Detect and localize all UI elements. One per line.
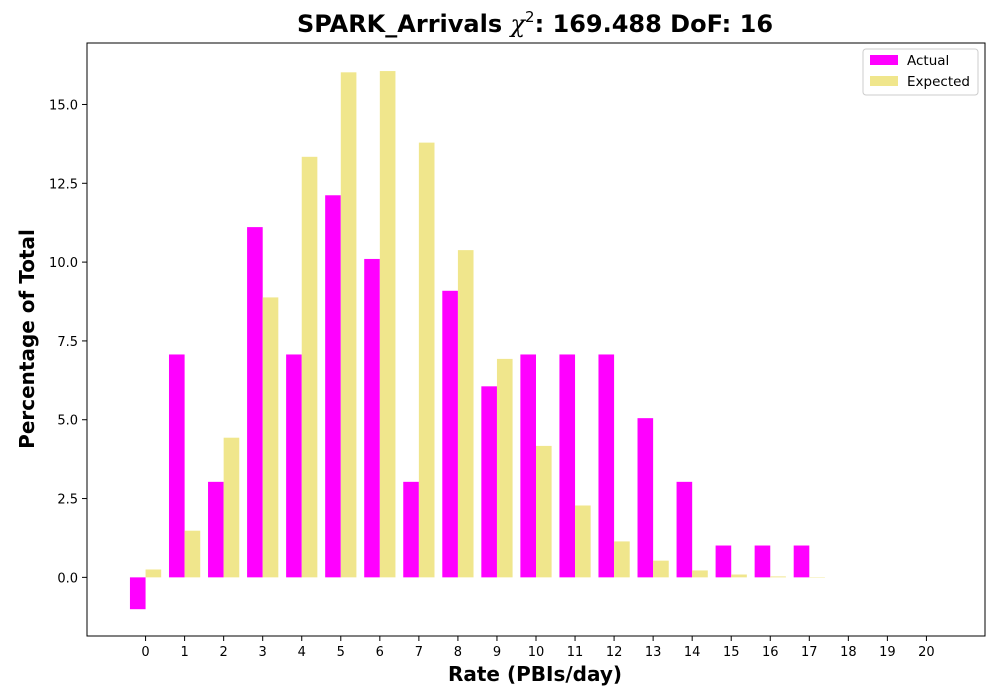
chart-title-prefix: SPARK_Arrivals xyxy=(297,10,511,38)
bar-expected-9 xyxy=(497,359,513,577)
x-tick-label: 15 xyxy=(723,645,740,660)
x-tick-label: 9 xyxy=(493,645,501,660)
bar-expected-5 xyxy=(341,72,357,577)
bar-actual-2 xyxy=(208,482,224,578)
y-tick-label: 5.0 xyxy=(57,414,78,429)
bar-actual-9 xyxy=(481,386,497,577)
legend-swatch-expected xyxy=(870,76,898,86)
legend-swatch-actual xyxy=(870,55,898,65)
bar-actual-10 xyxy=(520,354,536,577)
chart-title-sup: 2 xyxy=(525,8,535,26)
bar-actual-13 xyxy=(638,418,654,577)
x-tick-label: 19 xyxy=(879,645,896,660)
bar-actual-16 xyxy=(755,546,771,578)
bar-expected-7 xyxy=(419,143,435,578)
legend-label-expected: Expected xyxy=(907,74,970,90)
bar-expected-12 xyxy=(614,541,630,577)
plot-area: 0 1 2 3 4 5 6 7 8 9 10 11 12 13 14 15 16 17 18 19 200.02.55.… xyxy=(49,43,985,660)
x-tick-label: 0 xyxy=(141,645,149,660)
x-tick-label: 4 xyxy=(298,645,306,660)
x-tick-label: 17 xyxy=(801,645,818,660)
bar-expected-15 xyxy=(731,575,747,578)
x-tick-label: 13 xyxy=(645,645,662,660)
chart-title-chi: χ xyxy=(508,10,526,38)
bar-actual-14 xyxy=(677,482,693,578)
y-axis-label: Percentage of Total xyxy=(15,229,39,449)
x-tick-label: 12 xyxy=(606,645,623,660)
bar-expected-3 xyxy=(263,297,279,577)
bar-actual-5 xyxy=(325,195,341,577)
x-tick-label: 6 xyxy=(376,645,384,660)
y-tick-label: 7.5 xyxy=(57,335,78,350)
x-tick-label: 3 xyxy=(259,645,267,660)
bar-expected-2 xyxy=(224,438,240,578)
bar-actual-7 xyxy=(403,482,419,578)
bar-expected-14 xyxy=(692,570,708,577)
x-tick-label: 8 xyxy=(454,645,462,660)
y-tick-label: 2.5 xyxy=(57,493,78,508)
y-tick-label: 0.0 xyxy=(57,571,78,586)
chart-title: SPARK_Arrivals χ2: 169.488 DoF: 16 xyxy=(297,8,773,38)
bar-expected-4 xyxy=(302,157,318,578)
x-tick-label: 7 xyxy=(415,645,423,660)
y-tick-label: 12.5 xyxy=(49,177,78,192)
bar-expected-11 xyxy=(575,505,591,577)
y-tick-label: 15.0 xyxy=(49,98,78,113)
bar-actual-15 xyxy=(716,546,732,578)
bar-expected-0 xyxy=(146,569,162,577)
x-axis-label: Rate (PBIs/day) xyxy=(448,662,622,686)
bar-actual-6 xyxy=(364,259,380,577)
bar-actual-3 xyxy=(247,227,263,577)
bar-expected-13 xyxy=(653,561,669,578)
x-tick-label: 1 xyxy=(180,645,188,660)
bar-actual-8 xyxy=(442,291,458,578)
bar-actual-12 xyxy=(598,354,614,577)
bar-expected-8 xyxy=(458,250,474,577)
bar-actual-11 xyxy=(559,354,575,577)
x-tick-label: 20 xyxy=(918,645,935,660)
x-tick-label: 5 xyxy=(337,645,345,660)
legend-label-actual: Actual xyxy=(907,53,949,69)
x-tick-label: 18 xyxy=(840,645,857,660)
chart-title-suffix: : 169.488 DoF: 16 xyxy=(535,10,773,38)
y-tick-label: 10.0 xyxy=(49,256,78,271)
x-tick-label: 2 xyxy=(220,645,228,660)
x-tick-label: 10 xyxy=(528,645,545,660)
bar-expected-10 xyxy=(536,446,552,577)
x-tick-label: 16 xyxy=(762,645,779,660)
bar-expected-6 xyxy=(380,71,396,577)
bar-actual-4 xyxy=(286,354,302,577)
bar-actual-1 xyxy=(169,354,185,577)
bar-expected-1 xyxy=(185,531,201,578)
x-tick-label: 14 xyxy=(684,645,701,660)
bar-expected-16 xyxy=(770,576,786,577)
bar-actual-0 xyxy=(130,577,146,609)
bar-actual-17 xyxy=(794,546,810,578)
x-tick-label: 11 xyxy=(567,645,584,660)
